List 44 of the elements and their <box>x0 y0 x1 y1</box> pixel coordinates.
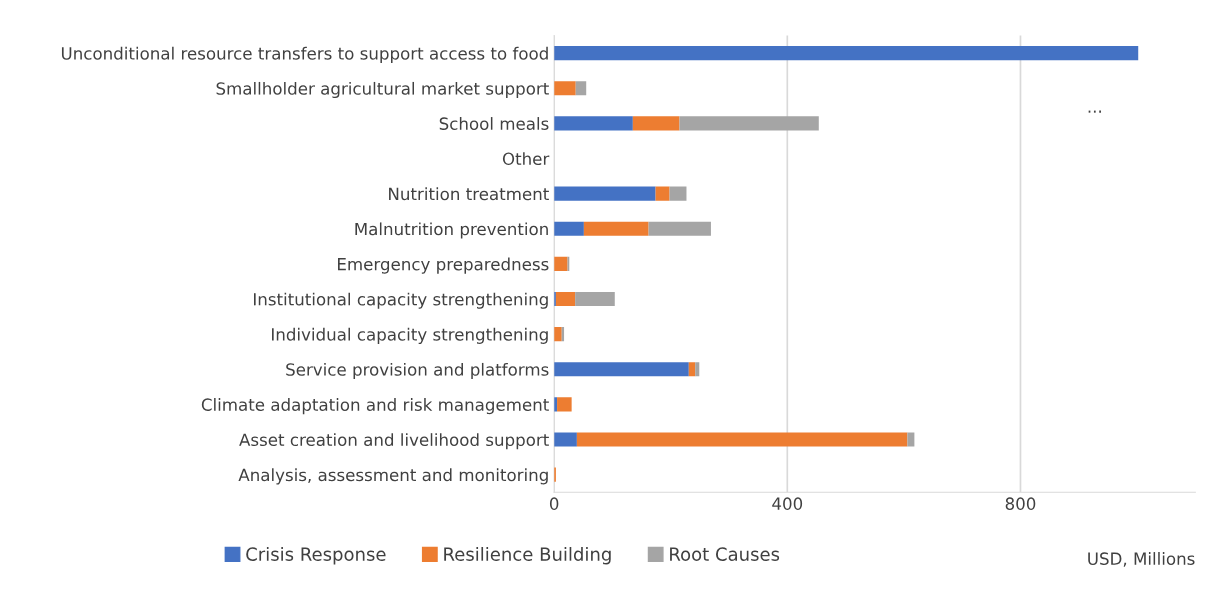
bar <box>648 221 711 236</box>
legend-label: Crisis Response <box>246 546 386 565</box>
bar <box>655 186 670 201</box>
bar <box>557 397 572 412</box>
y-tick-label: Smallholder agricultural market support <box>216 81 549 99</box>
y-tick-label: Asset creation and livelihood support <box>239 433 549 450</box>
bar <box>554 46 1139 61</box>
bar <box>554 186 656 201</box>
bar <box>575 81 587 96</box>
bar <box>583 221 649 236</box>
y-tick-label: Emergency preparedness <box>338 257 549 274</box>
y-tick-label: School meals <box>439 117 549 130</box>
y-tick-label: Service provision and platforms <box>286 362 549 380</box>
legend-label: Root Causes <box>670 547 780 561</box>
bar <box>554 116 633 131</box>
bar <box>554 256 568 271</box>
bar <box>688 362 696 377</box>
y-tick-label: Nutrition treatment <box>389 187 549 201</box>
bar <box>695 362 700 377</box>
y-tick-label: Analysis, assessment and monitoring <box>238 468 548 485</box>
bar <box>669 186 687 201</box>
bar <box>554 327 562 342</box>
y-tick-label: Other <box>502 152 550 166</box>
annotation: ... <box>1088 110 1101 113</box>
bar <box>554 432 577 447</box>
y-tick-label: Individual capacity strengthening <box>272 327 548 344</box>
y-tick-label: Unconditional resource transfers to support access to food <box>61 46 548 63</box>
bar <box>576 432 908 447</box>
y-tick-label: Climate adaptation and risk management <box>201 398 549 415</box>
x-axis-title: USD, Millions <box>1088 552 1195 567</box>
x-tick-label: 800 <box>1005 497 1036 510</box>
y-tick-label: Institutional capacity strengthening <box>254 292 548 309</box>
bar <box>554 81 576 96</box>
bar <box>632 116 680 131</box>
bar <box>575 291 615 307</box>
x-tick-label: 0 <box>549 497 559 510</box>
bar <box>554 221 584 236</box>
y-tick-label: Malnutrition prevention <box>355 222 548 239</box>
bar <box>554 362 689 377</box>
bar <box>907 432 915 447</box>
bar <box>679 116 819 131</box>
bar <box>555 291 576 307</box>
legend-label: Resilience Building <box>444 546 611 565</box>
x-tick-label: 400 <box>772 497 803 510</box>
